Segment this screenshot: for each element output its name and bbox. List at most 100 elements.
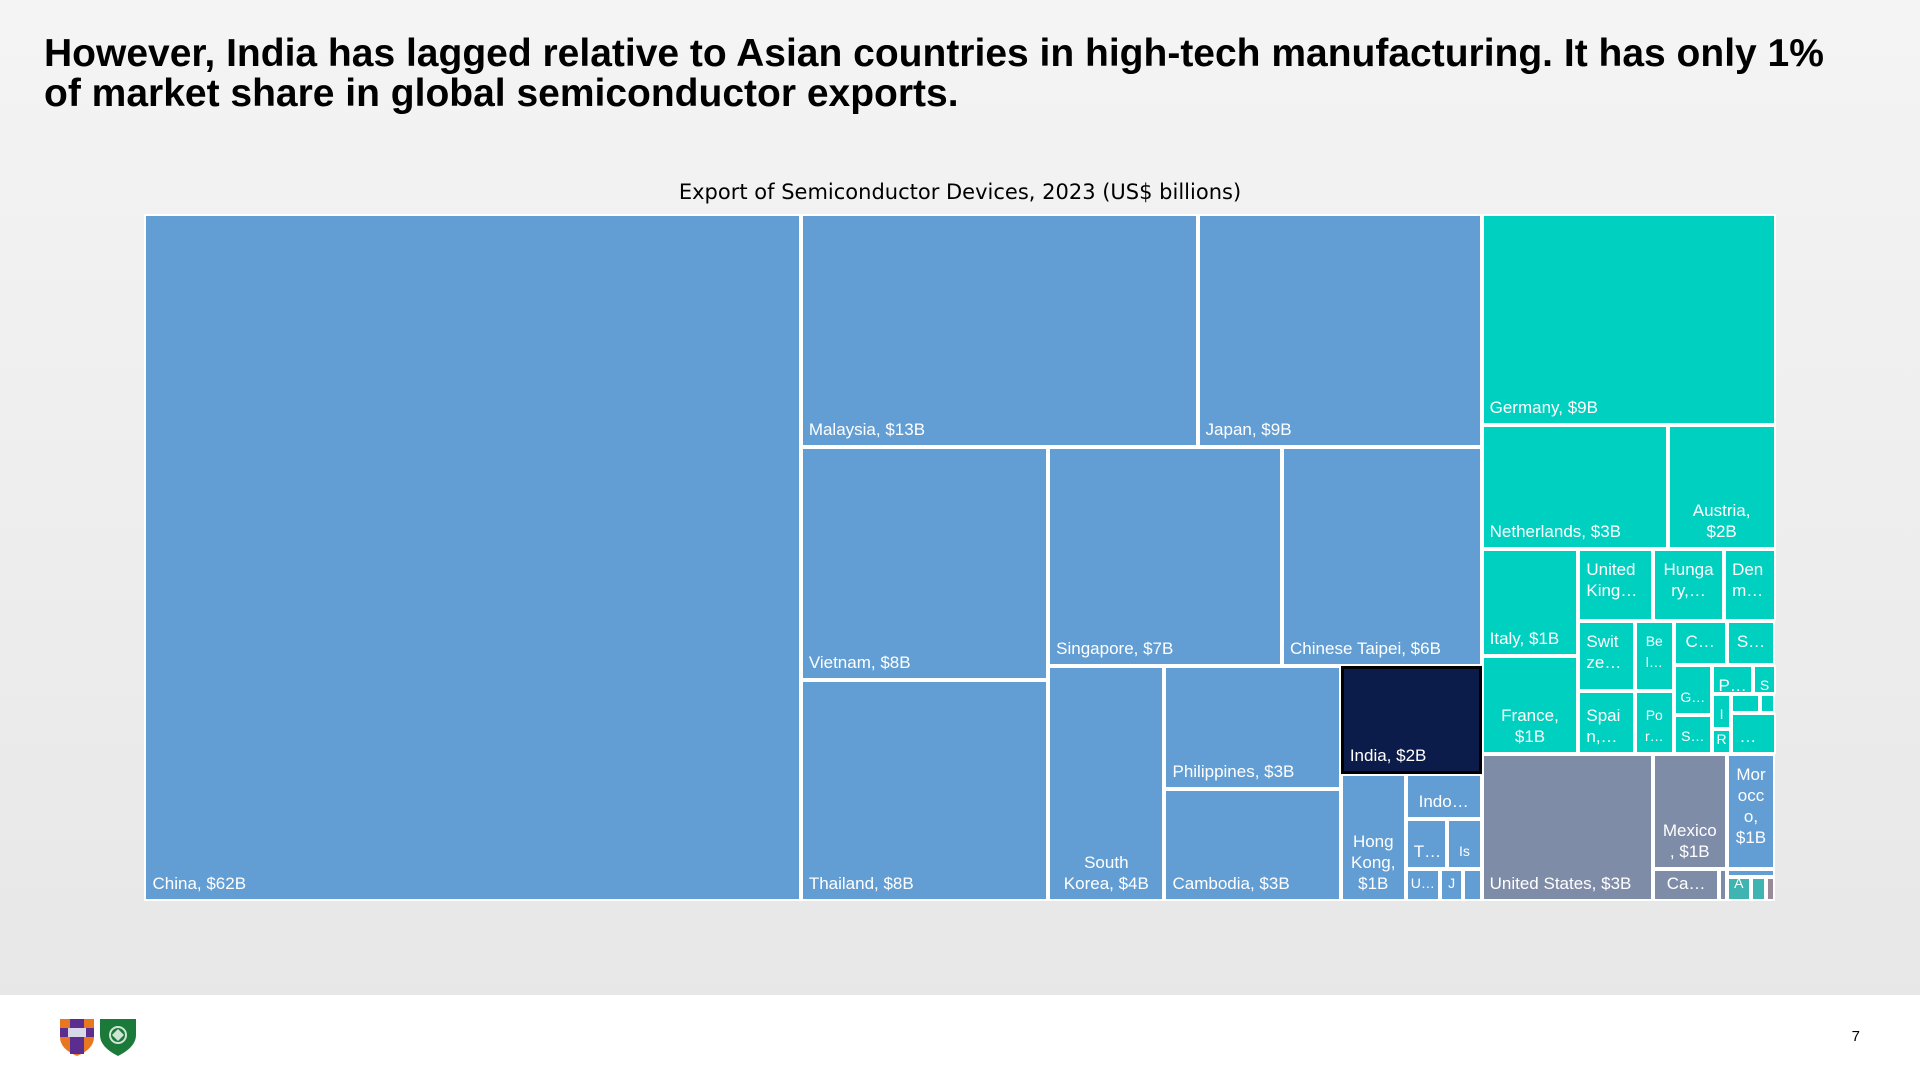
footer [0,995,1920,1080]
treemap-cell-label: Hunga ry,… [1663,559,1714,600]
treemap-cell-label: France, $1B [1501,706,1559,747]
treemap-cell-label: Mexico , $1B [1662,821,1717,862]
treemap-cell-label: A [1734,876,1744,892]
treemap-cell-label: United States, $3B [1489,874,1632,894]
treemap-cell-item-48 [1751,876,1766,902]
page-number: 7 [1851,1028,1860,1045]
treemap-cell-chinese-taipei: Chinese Taipei, $6B [1282,446,1482,667]
treemap-cell-label: Spai n,… [1586,706,1621,747]
treemap-cell-item-33: P… [1711,664,1754,695]
treemap-cell-label: Malaysia, $13B [808,419,926,439]
treemap-cell-label: United King… [1586,559,1638,600]
treemap-cell-item-13: T… [1405,819,1448,870]
treemap-cell-item-46 [1726,869,1776,877]
treemap-cell-item-38: S… [1673,715,1712,755]
treemap-cell-label: China, $62B [152,874,247,894]
treemap-cell-label: … [1739,727,1757,747]
treemap-cell-cambodia: Cambodia, $3B [1164,788,1341,902]
treemap-cell-italy: Italy, $1B [1481,548,1579,657]
treemap-cell-label: Swit ze… [1586,631,1622,672]
treemap-cell-item-29: Po r… [1634,690,1674,755]
treemap-cell-item-24: Hunga ry,… [1653,548,1725,621]
treemap-cell-label: Philippines, $3B [1172,761,1295,781]
treemap-cell-label: J [1448,875,1456,892]
treemap-cell-label: R [1716,731,1727,748]
treemap-cell-label: S [1759,676,1770,693]
treemap-cell-item-49 [1765,876,1776,902]
treemap-cell-label: Po r… [1644,707,1664,745]
chart-title: Export of Semiconductor Devices, 2023 (U… [678,180,1242,204]
treemap-cell-item-34: S [1753,664,1776,695]
treemap-cell-thailand: Thailand, $8B [800,679,1049,902]
treemap-cell-item-36 [1731,694,1760,713]
treemap-cell-label: Chinese Taipei, $6B [1290,639,1441,659]
treemap-cell-label: I [1719,706,1724,723]
treemap-cell-label: S… [1736,631,1766,651]
treemap-cell-hong-kong: Hong Kong, $1B [1340,773,1406,902]
treemap-cell-label: C… [1685,631,1715,651]
treemap-cell-label: India, $2B [1349,745,1427,765]
treemap-cell-label: Germany, $9B [1489,397,1598,417]
treemap-cell-mexico: Mexico , $1B [1653,754,1727,870]
treemap-cell-label: T… [1413,842,1442,862]
treemap-cell-item-35: I [1711,694,1732,729]
logos [58,1015,138,1062]
treemap-cell-singapore: Singapore, $7B [1048,446,1283,667]
treemap-cell-united-states: United States, $3B [1481,754,1654,902]
treemap-cell-label: Cambodia, $3B [1172,874,1290,894]
treemap-cell-item-37 [1759,694,1776,713]
treemap-cell-label: Japan, $9B [1205,419,1292,439]
treemap-cell-malaysia: Malaysia, $13B [800,214,1198,447]
treemap-chart: China, $62B Malaysia, $13B Japan, $9B Vietn… [144,214,1776,902]
treemap-cell-label: Austria, $2B [1692,500,1751,541]
treemap-cell-label: Is [1459,843,1470,860]
treemap-cell-item-40: … [1731,712,1776,755]
treemap-cell-germany: Germany, $9B [1481,214,1776,425]
treemap-cell-item-25: Den m… [1724,548,1776,621]
treemap-cell-label: Italy, $1B [1489,629,1560,649]
treemap-cell-label: Thailand, $8B [808,874,914,894]
treemap-cell-france: France, $1B [1481,656,1579,755]
treemap-cell-label: P… [1718,675,1747,695]
treemap-cell-label: South Korea, $4B [1063,853,1149,894]
treemap-cell-item-12: Indo… [1405,773,1482,820]
treemap-cell-label: Indo… [1418,792,1469,812]
treemap-cell-label: Mor occ o, $1B [1735,765,1767,848]
treemap-cell-austria: Austria, $2B [1667,424,1776,549]
treemap-cell-label: Hong Kong, $1B [1351,832,1396,894]
treemap-cell-label: Be l… [1645,632,1663,670]
treemap-cell-japan: Japan, $9B [1197,214,1482,447]
treemap-cell-south-korea: South Korea, $4B [1048,666,1165,902]
treemap-cell-item-14: Is [1447,819,1482,870]
treemap-cell-vietnam: Vietnam, $8B [800,446,1049,680]
treemap-cell-item-31: S… [1726,620,1776,665]
treemap-cell-label: Singapore, $7B [1056,639,1174,659]
treemap-cell-item-44 [1719,869,1727,902]
treemap-cell-item-28: Spai n,… [1578,690,1635,755]
treemap-cell-item-32: G… [1673,664,1712,716]
slide-title: However, India has lagged relative to As… [44,32,1824,115]
treemap-cell-item-17 [1463,869,1482,902]
treemap-cell-morocco: Mor occ o, $1B [1726,754,1776,870]
treemap-cell-netherlands: Netherlands, $3B [1481,424,1668,549]
treemap-cell-label: S… [1681,728,1705,745]
treemap-cell-item-27: Be l… [1634,620,1674,691]
treemap-cell-item-23: United King… [1578,548,1654,621]
treemap-cell-label: Ca… [1666,874,1706,894]
university-logo-icon [60,1019,136,1056]
treemap-cell-philippines: Philippines, $3B [1164,666,1341,789]
treemap-cell-label: G… [1680,689,1706,706]
treemap-cell-china: China, $62B [144,214,801,902]
treemap-cell-item-15: U… [1405,869,1440,902]
treemap-cell-label: Netherlands, $3B [1489,521,1621,541]
treemap-cell-item-39: R [1711,728,1732,755]
treemap-cell-item-16: J [1440,869,1464,902]
treemap-cell-label: Vietnam, $8B [808,652,911,672]
treemap-cell-label: U… [1410,875,1435,892]
treemap-cell-item-30: C… [1673,620,1727,665]
treemap-cell-item-43: Ca… [1653,869,1720,902]
treemap-cell-item-26: Swit ze… [1578,620,1635,691]
treemap-cell-label: Den m… [1732,559,1764,600]
treemap-cell-item-47: A [1726,876,1751,902]
treemap-cell-india: India, $2B [1340,666,1482,774]
